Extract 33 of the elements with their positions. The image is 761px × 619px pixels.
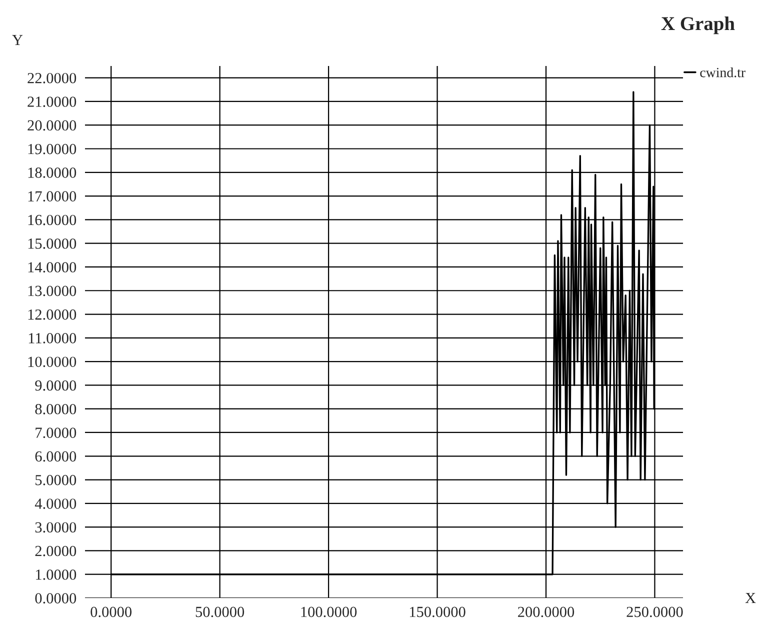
y-tick-label: 6.0000 <box>35 451 76 462</box>
y-tick-label: 9.0000 <box>35 380 76 391</box>
y-tick-label: 18.0000 <box>28 168 76 178</box>
x-axis-title: X <box>745 592 756 603</box>
y-tick-label: 17.0000 <box>28 191 76 202</box>
y-tick-label: 4.0000 <box>34 498 76 509</box>
chart-title: X Graph <box>661 16 735 34</box>
y-tick-label: 13.0000 <box>28 286 76 296</box>
y-tick-label: 10.0000 <box>28 356 76 368</box>
y-tick-label: 20.0000 <box>28 120 76 131</box>
y-tick-label: 21.0000 <box>28 96 76 107</box>
x-tick-label: 150.0000 <box>410 606 466 618</box>
y-tick-label: 22.0000 <box>28 72 76 84</box>
y-tick-label: 0.0000 <box>35 593 76 604</box>
y-tick-label: 16.0000 <box>28 214 76 226</box>
y-tick-label: 3.0000 <box>35 522 76 533</box>
y-tick-label: 15.0000 <box>28 238 76 249</box>
y-tick-label: 8.0000 <box>35 404 76 414</box>
legend-label: cwind.tr <box>700 67 746 78</box>
x-tick-label: 0.0000 <box>90 606 132 618</box>
y-tick-label: 14.0000 <box>28 262 76 272</box>
y-tick-label: 5.0000 <box>36 474 76 486</box>
x-tick-label: 200.0000 <box>518 606 574 618</box>
y-axis-title: Y <box>12 34 23 45</box>
y-tick-label: 19.0000 <box>28 144 76 154</box>
x-tick-label: 250.0000 <box>626 606 683 618</box>
y-tick-label: 11.0000 <box>28 333 76 344</box>
y-tick-label: 7.0000 <box>36 428 76 438</box>
y-tick-label: 2.0000 <box>35 546 76 556</box>
x-tick-label: 100.0000 <box>301 606 357 618</box>
x-tick-label: 50.0000 <box>196 606 244 618</box>
y-tick-label: 12.0000 <box>28 309 76 320</box>
y-tick-label: 1.0000 <box>36 569 76 580</box>
